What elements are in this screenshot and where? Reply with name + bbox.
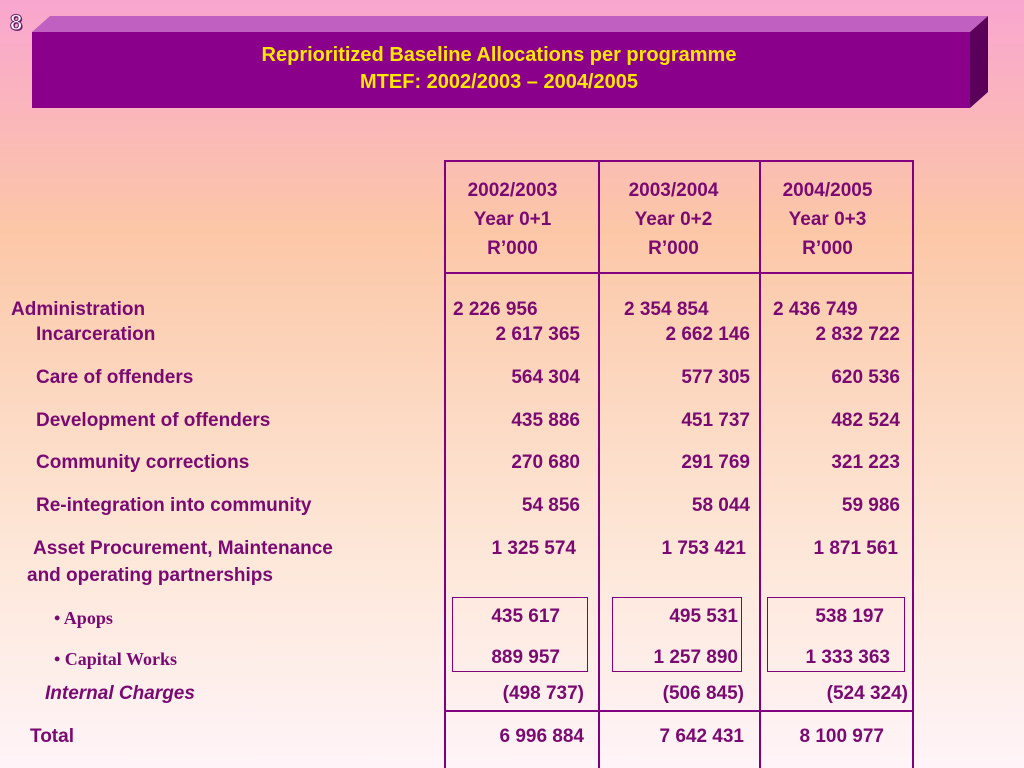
col-divider-0	[444, 160, 446, 768]
internal-2004: (524 324)	[826, 683, 908, 704]
capital-2004: 1 333 363	[805, 647, 890, 668]
row-label-asset-line2: and operating partnerships	[27, 565, 273, 586]
apops-2004: 538 197	[815, 606, 884, 627]
slide-number: 8	[9, 10, 23, 36]
title-banner	[32, 16, 988, 108]
administration-2002: 2 226 956	[453, 299, 538, 320]
col-divider-3	[912, 160, 914, 768]
care-2003: 577 305	[681, 367, 750, 388]
row-label-care: Care of offenders	[36, 367, 194, 388]
apops-2002: 435 617	[491, 606, 560, 627]
header-label: Year 0+3	[788, 209, 867, 230]
asset-2004: 1 871 561	[813, 538, 898, 559]
care-2004: 620 536	[831, 367, 900, 388]
internal-2002: (498 737)	[502, 683, 584, 704]
header-year: 2004/2005	[782, 180, 873, 201]
community-2002: 270 680	[511, 452, 580, 473]
banner-shape	[32, 16, 988, 108]
asset-2003: 1 753 421	[661, 538, 746, 559]
table-top-border	[444, 160, 912, 162]
community-2003: 291 769	[681, 452, 750, 473]
incarceration-2002: 2 617 365	[495, 324, 580, 345]
row-label-incarceration: Incarceration	[36, 324, 156, 345]
total-2003: 7 642 431	[659, 726, 744, 747]
row-label-community: Community corrections	[36, 452, 250, 473]
title-line-1: Reprioritized Baseline Allocations per p…	[261, 44, 737, 66]
capital-2003: 1 257 890	[653, 647, 738, 668]
sub-items-box-2004	[767, 597, 905, 672]
column-header-2003: 2003/2004 Year 0+2 R’000	[601, 176, 746, 263]
incarceration-2004: 2 832 722	[815, 324, 900, 345]
total-2004: 8 100 977	[799, 726, 884, 747]
header-year: 2003/2004	[628, 180, 719, 201]
row-label-reintegration: Re-integration into community	[36, 495, 312, 516]
development-2003: 451 737	[681, 410, 750, 431]
slide-title: Reprioritized Baseline Allocations per p…	[32, 42, 966, 96]
col-divider-2	[759, 160, 761, 768]
row-label-development: Development of offenders	[36, 410, 271, 431]
community-2004: 321 223	[831, 452, 900, 473]
capital-2002: 889 957	[491, 647, 560, 668]
header-label: Year 0+2	[634, 209, 713, 230]
col-divider-1	[598, 160, 600, 768]
column-header-2002: 2002/2003 Year 0+1 R’000	[440, 176, 585, 263]
row-label-total: Total	[30, 726, 74, 747]
row-label-capital-works: • Capital Works	[54, 649, 177, 669]
header-unit: R’000	[487, 238, 538, 259]
sub-items-box-2002	[452, 597, 588, 672]
apops-2003: 495 531	[669, 606, 738, 627]
header-unit: R’000	[648, 238, 699, 259]
row-label-apops: • Apops	[54, 608, 113, 628]
internal-2003: (506 845)	[662, 683, 744, 704]
total-top-border	[444, 710, 912, 712]
care-2002: 564 304	[511, 367, 580, 388]
administration-2004: 2 436 749	[773, 299, 858, 320]
title-line-2: MTEF: 2002/2003 – 2004/2005	[360, 71, 638, 93]
sub-items-box-2003	[612, 597, 742, 672]
administration-2003: 2 354 854	[624, 299, 709, 320]
reintegration-2004: 59 986	[841, 495, 900, 516]
development-2002: 435 886	[511, 410, 580, 431]
asset-2002: 1 325 574	[491, 538, 576, 559]
header-unit: R’000	[802, 238, 853, 259]
row-label-internal-charges: Internal Charges	[45, 683, 195, 704]
column-header-2004: 2004/2005 Year 0+3 R’000	[755, 176, 900, 263]
development-2004: 482 524	[831, 410, 900, 431]
header-bottom-border	[444, 272, 912, 274]
reintegration-2003: 58 044	[691, 495, 750, 516]
reintegration-2002: 54 856	[521, 495, 580, 516]
header-year: 2002/2003	[467, 180, 558, 201]
row-label-administration: Administration	[11, 299, 146, 320]
row-label-asset-line1: Asset Procurement, Maintenance	[33, 538, 333, 559]
header-label: Year 0+1	[473, 209, 552, 230]
incarceration-2003: 2 662 146	[665, 324, 750, 345]
total-2002: 6 996 884	[499, 726, 584, 747]
